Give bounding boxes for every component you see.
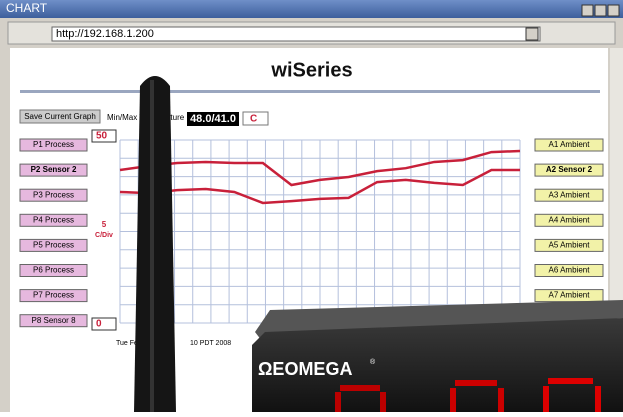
unit: C bbox=[250, 114, 257, 125]
right-button-label: A4 Ambient bbox=[549, 215, 591, 224]
left-button-label: P7 Process bbox=[33, 291, 74, 300]
title-bar bbox=[0, 0, 623, 18]
left-button-label: P4 Process bbox=[33, 215, 74, 224]
left-button-label: P8 Sensor 8 bbox=[31, 316, 76, 325]
save-button-label: Save Current Graph bbox=[24, 112, 96, 121]
left-button-label: P6 Process bbox=[33, 266, 74, 275]
left-button-label: P1 Process bbox=[33, 140, 74, 149]
right-button-label: A3 Ambient bbox=[549, 190, 591, 199]
window-controls[interactable] bbox=[582, 5, 619, 16]
device-mark: ® bbox=[370, 358, 376, 366]
antenna bbox=[134, 76, 176, 412]
right-button-label: A2 Sensor 2 bbox=[546, 165, 593, 174]
right-button-label: A1 Ambient bbox=[549, 140, 591, 149]
right-button-label: A6 Ambient bbox=[549, 266, 591, 275]
window-title: CHART bbox=[6, 1, 48, 15]
left-button-label: P3 Process bbox=[33, 190, 74, 199]
timestamp-end: 10 PDT 2008 bbox=[190, 340, 231, 347]
device bbox=[252, 300, 623, 412]
right-button-label: A7 Ambient bbox=[549, 291, 591, 300]
rule bbox=[20, 90, 600, 93]
device-brand: ΩEOMEGA bbox=[258, 359, 352, 379]
url: http://192.168.1.200 bbox=[56, 28, 154, 40]
left-button-label: P5 Process bbox=[33, 241, 74, 250]
right-button-label: A5 Ambient bbox=[549, 241, 591, 250]
y-tick-label: 0 bbox=[96, 319, 102, 330]
minmax-value: 48.0/41.0 bbox=[190, 113, 236, 125]
scale-unit: C/Div bbox=[95, 232, 113, 239]
heading: wiSeries bbox=[270, 59, 352, 81]
y-tick-label: 50 bbox=[96, 131, 108, 142]
left-button-label: P2 Sensor 2 bbox=[31, 165, 77, 174]
scale-value: 5 bbox=[102, 220, 107, 229]
screenshot: CHART http://192.168.1.200 wiSeries Save… bbox=[0, 0, 623, 412]
url-dropdown[interactable] bbox=[526, 28, 538, 40]
timestamp-start: Tue Fe bbox=[116, 340, 138, 347]
